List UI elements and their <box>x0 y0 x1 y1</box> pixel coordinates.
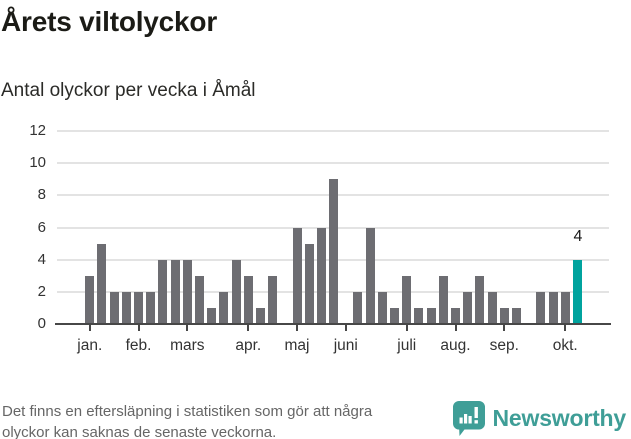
chart-subtitle: Antal olyckor per vecka i Åmål <box>1 80 256 101</box>
gridline-y-10 <box>57 162 609 165</box>
x-tick-sep <box>503 324 506 331</box>
x-axis-label-jan: jan. <box>77 337 103 354</box>
x-tick-feb <box>137 324 140 331</box>
bar-week-28 <box>414 307 424 324</box>
footer-note: Det finns en eftersläpning i statistiken… <box>2 402 372 439</box>
x-tick-jan <box>88 324 91 331</box>
x-axis-label-feb: feb. <box>125 337 152 354</box>
bar-week-40 <box>560 291 570 324</box>
y-axis-label-6: 6 <box>37 218 46 236</box>
bar-week-10 <box>195 275 204 324</box>
bar-week-13 <box>231 259 241 324</box>
bar-week-38 <box>536 291 546 324</box>
bar-week-12 <box>219 291 229 324</box>
highlight-value-label: 4 <box>573 228 583 245</box>
bar-week-23 <box>353 291 363 324</box>
bar-week-26 <box>390 307 400 324</box>
x-tick-aug <box>454 324 457 331</box>
footer-note-line2: olyckor kan saknas de senaste veckorna. <box>2 423 277 439</box>
bar-week-7 <box>158 259 168 324</box>
bar-week-27 <box>402 275 412 324</box>
bar-week-36 <box>511 307 521 324</box>
x-tick-juni <box>344 324 347 331</box>
x-axis-label-apr: apr. <box>235 337 262 354</box>
x-tick-apr <box>247 324 250 331</box>
bar-week-15 <box>255 307 265 324</box>
bar-week-34 <box>487 291 497 324</box>
bar-week-31 <box>451 307 460 324</box>
footer-note-line1: Det finns en eftersläpning i statistiken… <box>2 403 373 420</box>
x-axis-label-mars: mars <box>170 337 205 354</box>
x-tick-maj <box>296 324 299 331</box>
page-title: Årets viltolyckor <box>1 6 218 37</box>
bar-week-33 <box>475 275 485 324</box>
x-axis-label-aug: aug. <box>440 337 471 354</box>
bar-week-20 <box>316 227 326 324</box>
bar-week-35 <box>499 307 509 324</box>
bar-week-30 <box>438 275 448 324</box>
bar-week-14 <box>243 275 253 324</box>
bar-week-41-highlight <box>572 259 582 324</box>
brand-name: Newsworthy <box>492 405 627 431</box>
gridline-y-12 <box>57 130 609 133</box>
bar-week-11 <box>207 307 217 324</box>
bar-week-32 <box>463 291 473 324</box>
x-tick-mars <box>186 324 189 331</box>
bar-week-16 <box>268 275 278 324</box>
bar-week-25 <box>377 291 387 324</box>
x-tick-okt <box>564 324 567 331</box>
bar-week-18 <box>292 227 302 324</box>
bar-week-21 <box>329 179 339 324</box>
bar-week-4 <box>121 291 131 324</box>
x-axis-label-maj: maj <box>284 337 310 354</box>
y-axis-label-4: 4 <box>37 250 46 268</box>
newsworthy-brand-link[interactable]: Newsworthy <box>452 401 627 436</box>
y-axis-label-12: 12 <box>29 122 46 140</box>
y-axis-label-10: 10 <box>29 154 46 172</box>
y-axis-label-8: 8 <box>37 186 46 204</box>
y-axis-label-0: 0 <box>37 315 46 332</box>
bar-week-2 <box>97 243 107 324</box>
newsworthy-speech-bubble-chart-icon <box>452 401 485 436</box>
bar-week-3 <box>109 291 119 324</box>
x-axis-label-sep: sep. <box>489 337 519 354</box>
bar-week-1 <box>85 275 95 324</box>
bar-week-29 <box>426 307 436 324</box>
x-axis-label-juni: juni <box>333 337 358 354</box>
bar-week-39 <box>548 291 558 324</box>
bar-week-19 <box>304 243 314 324</box>
bar-week-8 <box>170 259 180 324</box>
bar-week-6 <box>146 291 156 324</box>
y-axis-label-2: 2 <box>37 282 46 300</box>
bar-week-24 <box>365 227 375 324</box>
bar-week-5 <box>134 291 144 324</box>
x-tick-juli <box>405 324 408 331</box>
bar-week-9 <box>182 259 192 324</box>
x-axis-label-juli: juli <box>397 337 417 354</box>
x-axis-label-okt: okt. <box>552 337 578 354</box>
x-axis-line <box>55 322 611 325</box>
